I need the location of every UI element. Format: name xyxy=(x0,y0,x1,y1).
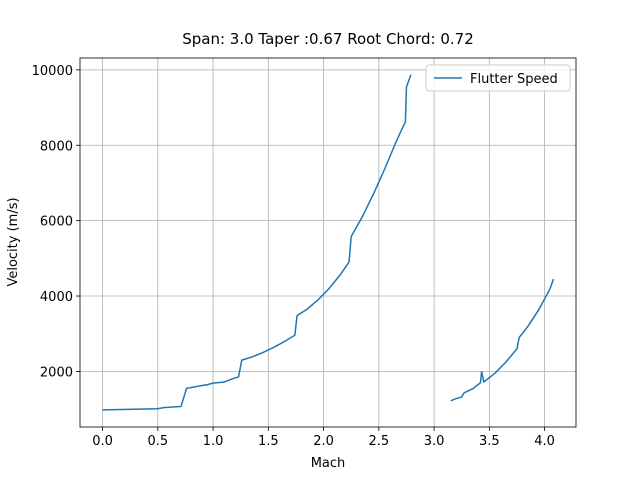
y-tick-label: 2000 xyxy=(40,365,73,380)
x-tick-label: 1.5 xyxy=(258,434,279,449)
chart-title: Span: 3.0 Taper :0.67 Root Chord: 0.72 xyxy=(182,30,474,48)
x-tick-label: 4.0 xyxy=(534,434,555,449)
x-tick-label: 0.5 xyxy=(147,434,168,449)
y-tick-label: 6000 xyxy=(40,215,73,230)
plot-frame xyxy=(79,57,577,428)
y-tick-label: 4000 xyxy=(40,290,73,305)
y-tick-label: 8000 xyxy=(40,139,73,154)
x-tick-label: 0.0 xyxy=(92,434,113,449)
data-line xyxy=(102,74,555,411)
y-tick-label: 10000 xyxy=(32,64,73,79)
x-tick-label: 2.0 xyxy=(313,434,334,449)
y-axis-label: Velocity (m/s) xyxy=(6,197,21,286)
legend-label: Flutter Speed xyxy=(470,72,558,87)
x-tick-label: 3.0 xyxy=(424,434,445,449)
x-axis-label: Mach xyxy=(311,456,346,471)
x-tick-label: 1.0 xyxy=(203,434,224,449)
x-tick-label: 2.5 xyxy=(368,434,389,449)
x-tick-label: 3.5 xyxy=(479,434,500,449)
legend-box xyxy=(425,64,571,92)
